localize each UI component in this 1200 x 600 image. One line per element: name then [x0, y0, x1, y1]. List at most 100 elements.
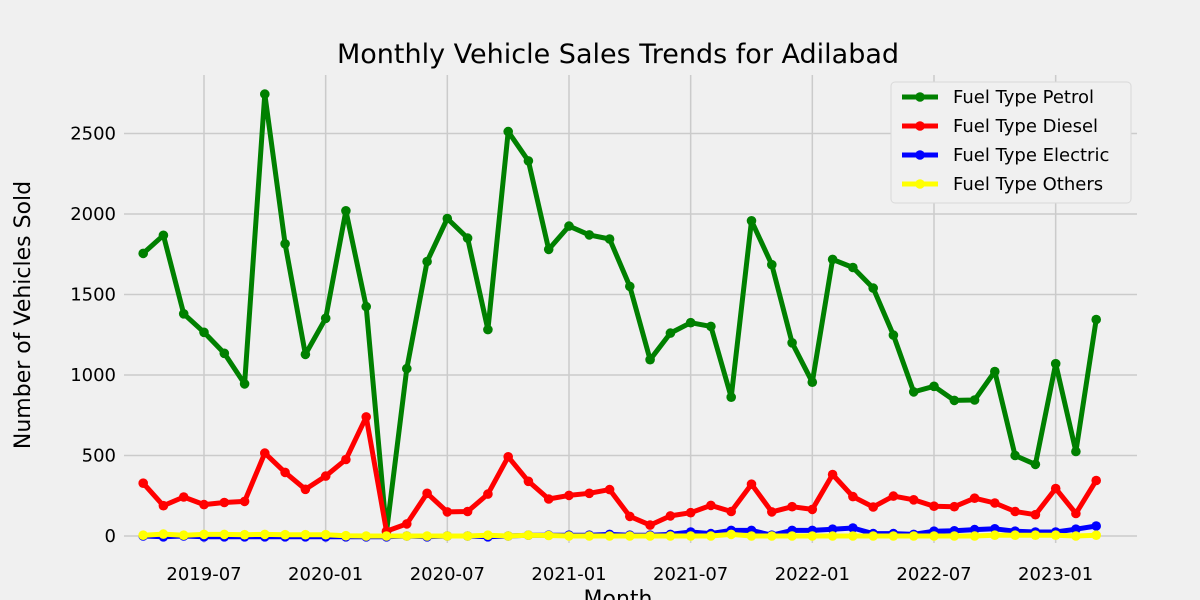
data-point	[320, 529, 331, 540]
data-point	[178, 492, 189, 502]
data-point	[1010, 506, 1020, 517]
data-point	[280, 239, 290, 249]
data-point	[219, 497, 230, 508]
data-point	[1010, 450, 1020, 461]
data-point	[990, 530, 1000, 540]
data-point	[219, 529, 230, 540]
data-point	[199, 327, 209, 338]
data-point	[1091, 521, 1101, 531]
series-layer	[138, 89, 1101, 542]
data-point	[949, 531, 960, 541]
x-tick-label: 2022-07	[896, 564, 971, 585]
data-point	[685, 317, 696, 328]
data-point	[442, 507, 453, 517]
data-point	[949, 395, 960, 406]
data-point	[1091, 530, 1101, 540]
data-point	[199, 529, 209, 540]
data-point	[158, 230, 169, 241]
data-point	[523, 476, 534, 487]
data-point	[1050, 358, 1061, 369]
data-point	[848, 262, 858, 273]
data-point	[685, 507, 696, 518]
data-point	[726, 506, 736, 517]
data-point	[523, 530, 534, 540]
data-point	[969, 531, 980, 541]
data-point	[929, 531, 939, 541]
data-point	[442, 213, 453, 224]
data-point	[746, 531, 757, 541]
data-point	[888, 531, 899, 541]
data-point	[604, 531, 615, 541]
data-point	[483, 489, 493, 499]
data-point	[584, 488, 595, 499]
x-tick-label: 2020-01	[288, 564, 363, 585]
data-point	[422, 256, 432, 267]
data-point	[260, 529, 270, 540]
data-point	[969, 395, 980, 405]
data-point	[239, 529, 250, 540]
x-tick-label: 2020-07	[410, 564, 485, 585]
data-point	[787, 338, 797, 348]
data-point	[625, 531, 635, 541]
data-point	[260, 89, 270, 99]
data-point	[178, 309, 189, 319]
legend-item: Fuel Type Electric	[902, 145, 1109, 166]
data-point	[1050, 530, 1061, 540]
data-point	[503, 452, 513, 462]
x-tick-label: 2023-01	[1018, 564, 1093, 585]
y-tick-label: 2500	[70, 124, 116, 145]
data-point	[239, 496, 250, 507]
y-tick-label: 2000	[70, 204, 116, 225]
data-point	[827, 254, 838, 265]
data-point	[584, 531, 595, 541]
data-point	[807, 377, 818, 388]
data-point	[604, 234, 615, 244]
data-point	[280, 529, 290, 540]
data-point	[767, 507, 777, 517]
data-point	[1050, 483, 1061, 494]
data-point	[685, 531, 696, 541]
legend-label: Fuel Type Electric	[953, 145, 1109, 166]
data-point	[1091, 475, 1101, 486]
data-point	[158, 500, 169, 511]
data-point	[422, 531, 432, 541]
legend-marker	[915, 150, 925, 160]
data-point	[746, 479, 757, 490]
data-point	[138, 248, 148, 259]
data-point	[990, 366, 1000, 377]
data-point	[949, 501, 960, 512]
y-axis-label: Number of Vehicles Sold	[11, 181, 36, 449]
data-point	[138, 478, 148, 489]
data-point	[868, 283, 878, 293]
data-point	[645, 520, 655, 530]
data-point	[300, 484, 311, 495]
data-point	[462, 506, 473, 517]
legend-marker	[915, 92, 925, 102]
data-point	[625, 511, 635, 522]
y-tick-label: 0	[105, 526, 116, 547]
data-point	[868, 531, 878, 541]
data-point	[483, 530, 493, 540]
data-point	[908, 387, 919, 397]
x-tick-label: 2019-07	[166, 564, 241, 585]
data-point	[645, 354, 655, 365]
data-point	[523, 156, 534, 166]
data-point	[706, 500, 716, 511]
data-point	[158, 529, 169, 539]
data-point	[280, 467, 290, 478]
data-point	[361, 412, 372, 422]
data-point	[341, 206, 351, 216]
data-point	[320, 471, 331, 481]
data-point	[564, 490, 574, 501]
data-point	[807, 504, 818, 515]
data-point	[1091, 314, 1101, 325]
data-point	[503, 531, 513, 541]
data-point	[888, 330, 899, 340]
data-point	[665, 511, 676, 521]
data-point	[1030, 509, 1041, 520]
data-point	[341, 530, 351, 541]
data-point	[746, 216, 757, 226]
data-point	[178, 530, 189, 540]
legend-box	[890, 81, 1132, 204]
data-point	[990, 498, 1000, 508]
